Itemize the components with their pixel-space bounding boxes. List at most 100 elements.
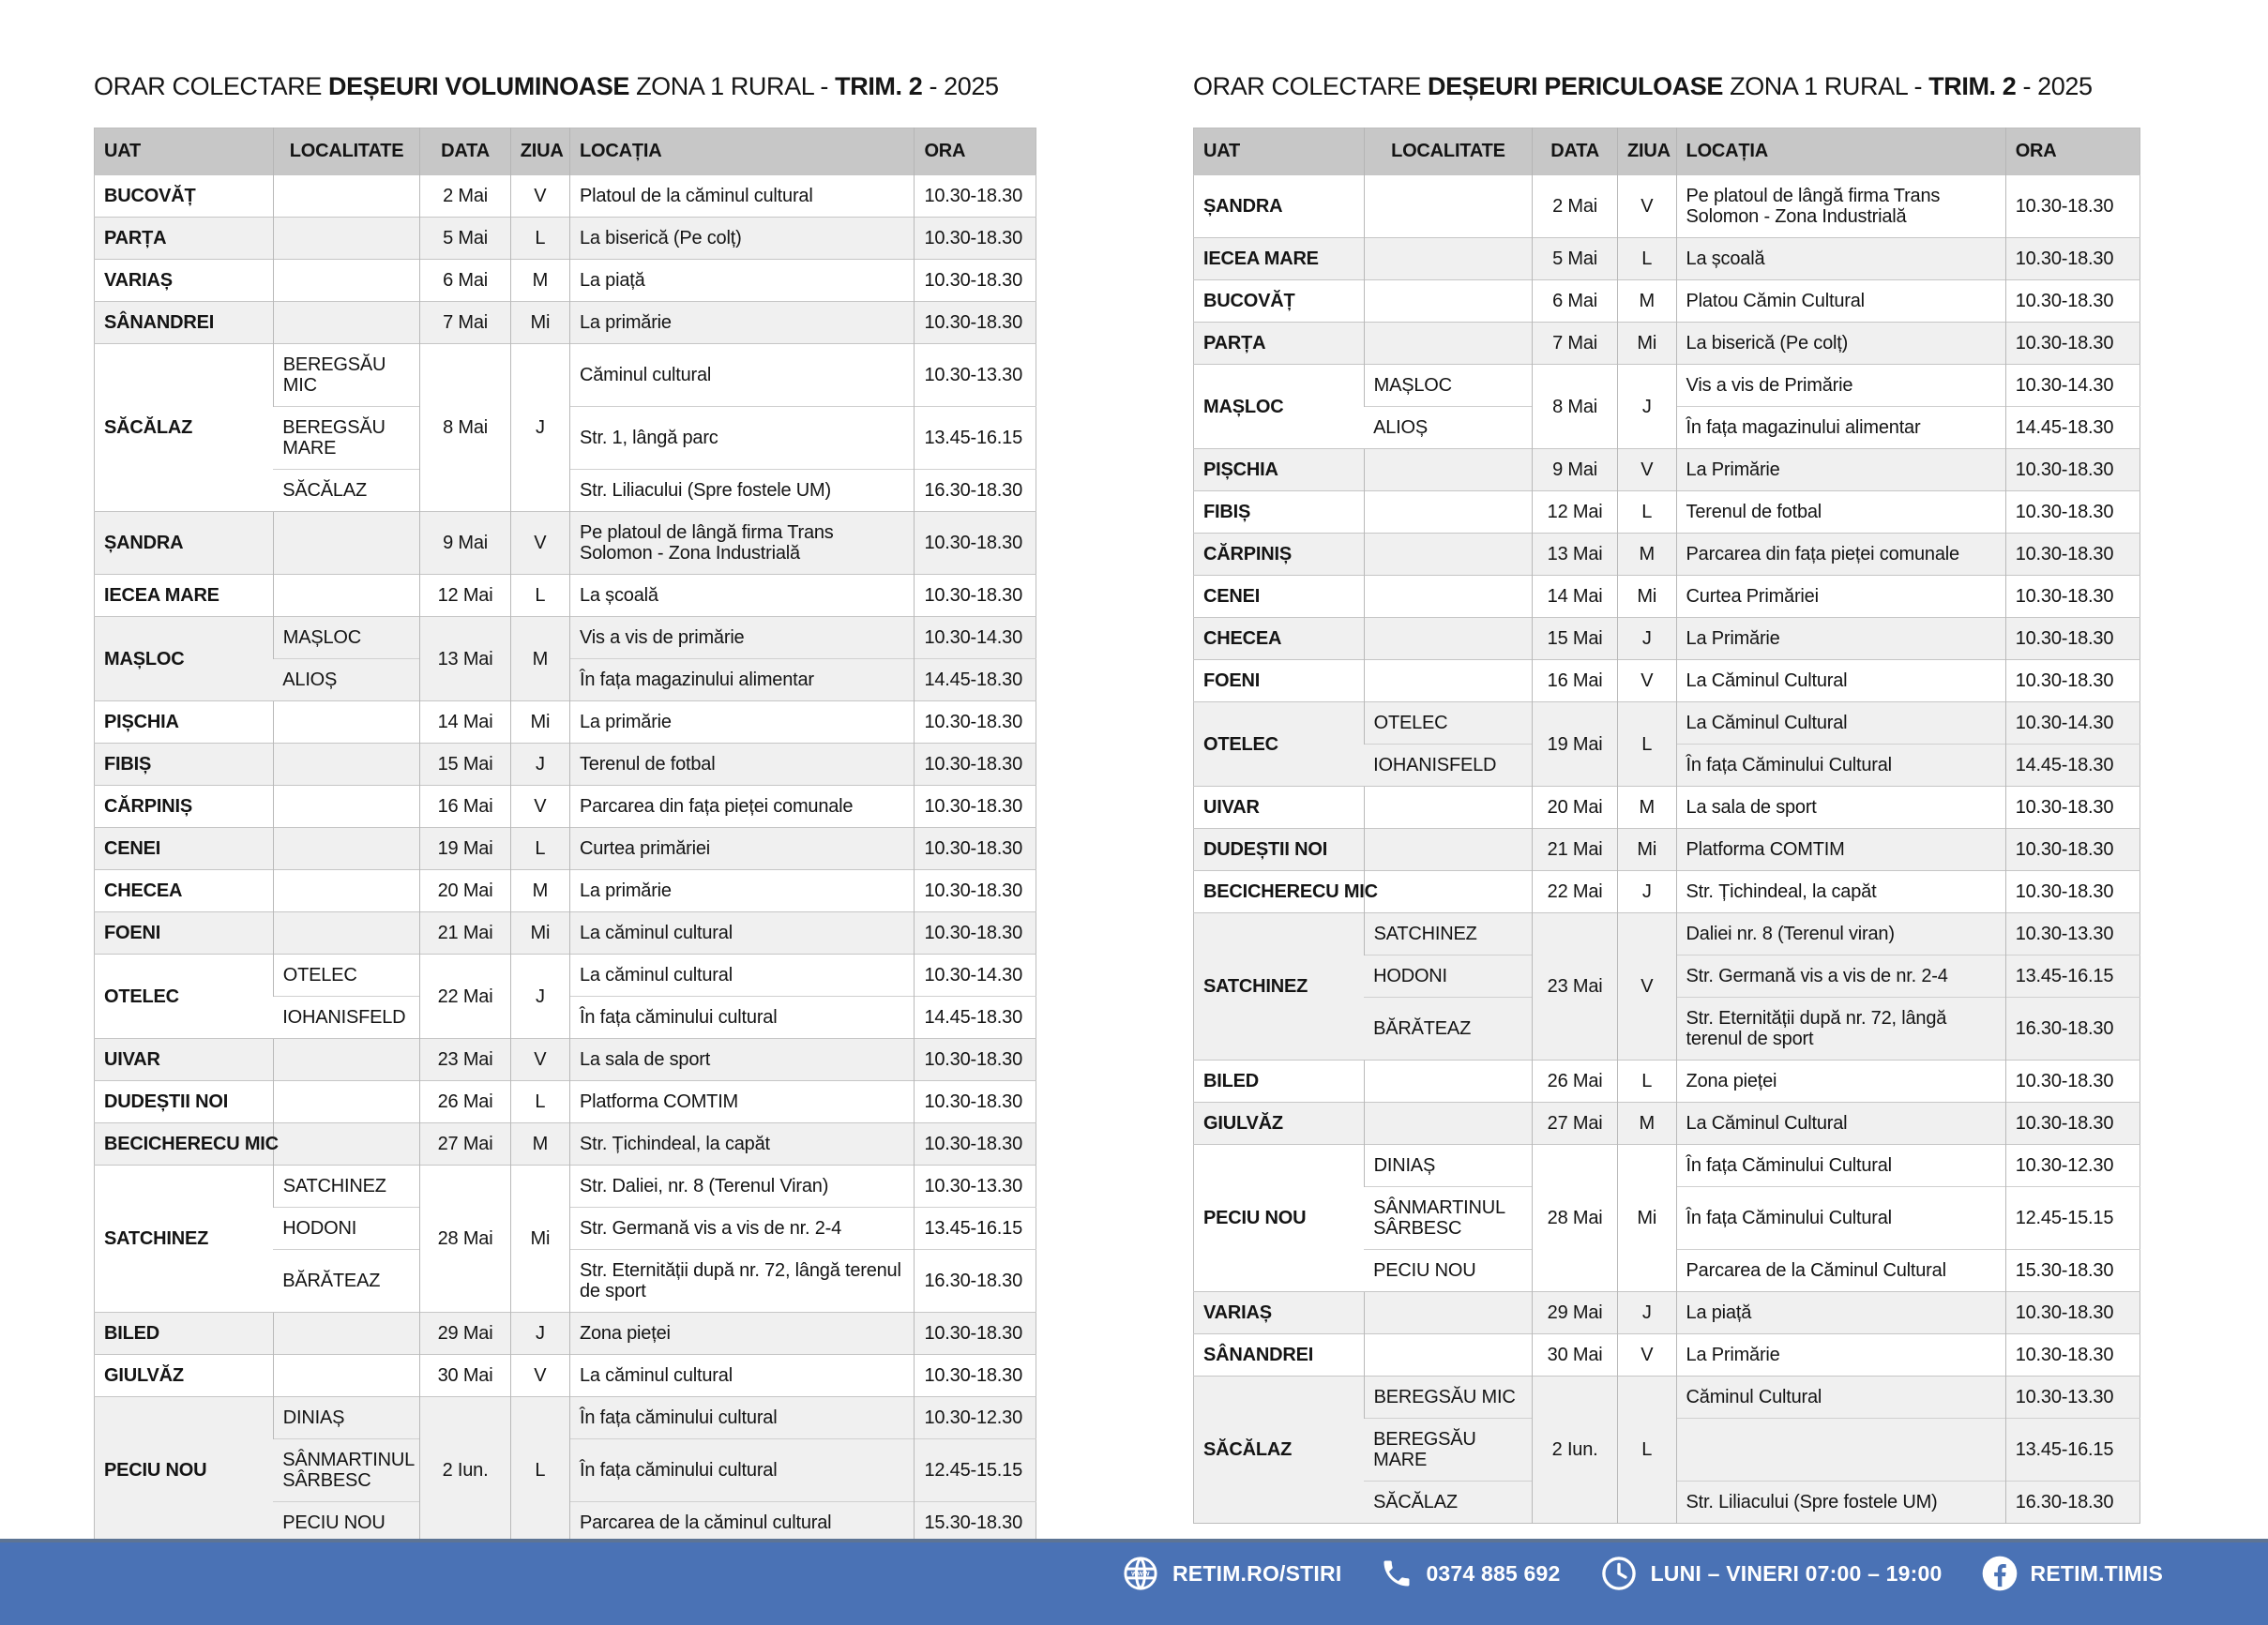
location-cell: În fața magazinului alimentar [1675, 406, 2006, 449]
time-cell: 10.30-18.30 [2004, 322, 2140, 365]
day-cell: J [509, 743, 570, 786]
location-cell: Platou Cămin Cultural [1675, 279, 2006, 323]
location-cell: Vis a vis de primărie [568, 616, 915, 659]
date-cell: 2 Mai [419, 174, 511, 218]
uat-cell: UIVAR [94, 1038, 274, 1081]
day-cell: L [1617, 701, 1677, 787]
day-cell: Mi [509, 1165, 570, 1313]
location-cell: La biserică (Pe colț) [568, 217, 915, 260]
location-cell: Str. Țichindeal, la capăt [568, 1122, 915, 1166]
date-cell: 22 Mai [419, 954, 511, 1039]
localitate-cell [1363, 322, 1533, 365]
location-cell: Curtea primăriei [568, 827, 915, 870]
column-header-localitate: LOCALITATE [1363, 128, 1533, 175]
table-row: HODONI Str. Germană vis a vis de nr. 2-4 1… [95, 1207, 1036, 1250]
day-cell: L [509, 574, 570, 617]
title-middle: ZONA 1 RURAL - [1723, 72, 1929, 100]
location-cell: Parcarea din fața pieței comunale [568, 785, 915, 828]
time-cell: 10.30-18.30 [914, 827, 1036, 870]
column-header-locatia: LOCAȚIA [568, 128, 915, 175]
time-cell: 10.30-18.30 [914, 301, 1036, 344]
voluminoase-title: ORAR COLECTARE DEȘEURI VOLUMINOASE ZONA … [94, 71, 1036, 101]
footer-phone-label: 0374 885 692 [1426, 1560, 1561, 1586]
time-cell: 12.45-15.15 [2004, 1186, 2140, 1250]
periculoase-table-mount: UAT LOCALITATE DATA ZIUA LOCAȚIA ORA ȘANDRA 2 M… [1193, 128, 2140, 1524]
day-cell: L [1617, 1060, 1677, 1103]
date-cell: 8 Mai [1532, 364, 1618, 449]
date-cell: 13 Mai [1532, 533, 1618, 576]
location-cell: Str. Liliacului (Spre fostele UM) [568, 469, 915, 512]
time-cell: 10.30-18.30 [914, 1038, 1036, 1081]
localitate-cell: SÂNMARTINUL SÂRBESC [1364, 1186, 1533, 1250]
day-cell: L [509, 217, 570, 260]
column-header-ora: ORA [914, 128, 1036, 175]
localitate-cell [1363, 1333, 1533, 1377]
localitate-cell: IOHANISFELD [1364, 744, 1533, 787]
time-cell: 10.30-13.30 [2004, 912, 2140, 955]
table-row: ALIOȘ În fața magazinului alimentar 14.45-… [95, 658, 1036, 701]
localitate-cell [272, 869, 420, 912]
location-cell: La sala de sport [568, 1038, 915, 1081]
location-cell: La primărie [568, 700, 915, 744]
date-cell: 2 Iun. [1532, 1376, 1618, 1524]
localitate-cell [272, 700, 420, 744]
footer-hours-item: LUNI – VINERI 07:00 – 19:00 [1599, 1554, 1943, 1593]
localitate-cell [1363, 237, 1533, 280]
date-cell: 16 Mai [1532, 659, 1618, 702]
location-cell: În fața magazinului alimentar [568, 658, 915, 701]
location-cell: La școală [568, 574, 915, 617]
date-cell: 22 Mai [1532, 870, 1618, 913]
location-cell: La piață [568, 259, 915, 302]
time-cell: 13.45-16.15 [914, 1207, 1036, 1250]
localitate-cell: IOHANISFELD [273, 996, 420, 1039]
day-cell: M [509, 616, 570, 701]
voluminoase-schedule-table: UAT LOCALITATE DATA ZIUA LOCAȚIA ORA BUCOVĂȚ 2 … [94, 128, 1036, 1544]
title-prefix: ORAR COLECTARE [1193, 72, 1429, 100]
date-cell: 5 Mai [419, 217, 511, 260]
table-row: SATCHINEZ SATCHINEZ 28 Mai Mi Str. Daliei, n… [94, 1165, 1036, 1313]
location-cell: Parcarea de la Căminul Cultural [1675, 1249, 2006, 1292]
uat-cell: ȘANDRA [94, 511, 274, 575]
date-cell: 16 Mai [419, 785, 511, 828]
day-cell: J [509, 343, 570, 512]
day-cell: V [509, 174, 570, 218]
day-cell: V [1617, 174, 1677, 238]
localitate-cell [1363, 490, 1533, 534]
day-cell: Mi [1617, 828, 1677, 871]
time-cell: 10.30-12.30 [2004, 1144, 2140, 1187]
table-row: ȘANDRA 2 Mai V Pe platoul de lângă firma Tr… [1193, 174, 2140, 238]
location-cell: Str. 1, lângă parc [568, 406, 915, 470]
time-cell: 16.30-18.30 [2004, 1481, 2140, 1524]
location-cell: Terenul de fotbal [568, 743, 915, 786]
uat-cell: ȘANDRA [1193, 174, 1365, 238]
localitate-cell [272, 259, 420, 302]
date-cell: 27 Mai [419, 1122, 511, 1166]
table-row: IECEA MARE 12 Mai L La școală 10.30-18.30 [94, 574, 1036, 617]
time-cell: 10.30-14.30 [914, 616, 1036, 659]
time-cell: 14.45-18.30 [914, 658, 1036, 701]
day-cell: L [1617, 237, 1677, 280]
date-cell: 19 Mai [1532, 701, 1618, 787]
footer-hours-label: LUNI – VINERI 07:00 – 19:00 [1650, 1560, 1943, 1586]
localitate-cell: ALIOȘ [1364, 406, 1533, 449]
time-cell: 10.30-18.30 [914, 1312, 1036, 1355]
location-cell: La primărie [568, 869, 915, 912]
localitate-cell: MAȘLOC [1363, 364, 1533, 407]
location-cell: La Căminul Cultural [1675, 659, 2006, 702]
uat-cell: UIVAR [1193, 786, 1365, 829]
table-row: MAȘLOC MAȘLOC 13 Mai M Vis a vis de primărie… [94, 616, 1036, 701]
location-cell: Str. Liliacului (Spre fostele UM) [1675, 1481, 2006, 1524]
time-cell: 14.45-18.30 [2004, 406, 2140, 449]
location-cell: La Primărie [1675, 617, 2006, 660]
uat-cell: CHECEA [94, 869, 274, 912]
time-cell: 10.30-18.30 [914, 511, 1036, 575]
time-cell: 10.30-18.30 [914, 217, 1036, 260]
table-row: BILED 26 Mai L Zona pieței 10.30-18.30 [1193, 1060, 2140, 1103]
table-row: PECIU NOU DINIAȘ 2 Iun. L În fața căminului … [94, 1396, 1036, 1544]
localitate-cell: PECIU NOU [1364, 1249, 1533, 1292]
uat-cell: BILED [1193, 1060, 1365, 1103]
time-cell: 10.30-14.30 [914, 954, 1036, 997]
localitate-cell [272, 1038, 420, 1081]
table-row: BILED 29 Mai J Zona pieței 10.30-18.30 [94, 1312, 1036, 1355]
